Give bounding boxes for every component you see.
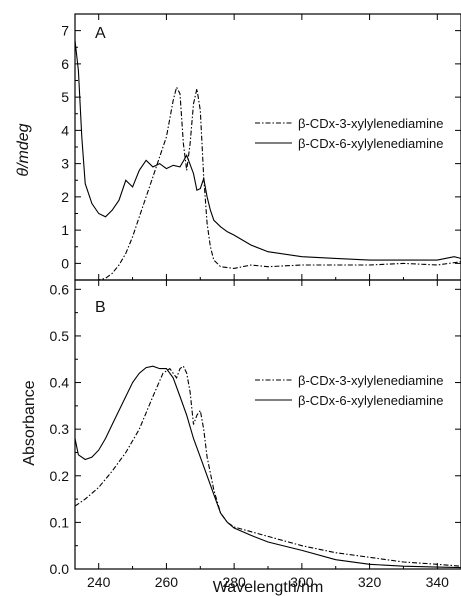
y-tick-label: 0.1 <box>50 514 70 530</box>
panel-a-legend: β-CDx-3-xylylenediamine β-CDx-6-xylylened… <box>255 116 443 151</box>
panel-a-series <box>75 40 461 280</box>
series-line-2 <box>75 365 461 569</box>
panel-b: B 0.0 0.1 0.2 0.3 0.4 0.5 0.6 240 260 280 300 320 3… <box>21 279 461 596</box>
x-tick-label: 300 <box>290 574 314 590</box>
y-tick-label: 0.4 <box>50 375 70 391</box>
series-line-1 <box>96 85 461 280</box>
panel-a-y-ticks: 0 1 2 3 4 5 6 7 <box>61 14 461 280</box>
y-tick-label: 1 <box>61 222 69 238</box>
series-line-2 <box>75 40 461 261</box>
panel-b-y-ticks: 0.0 0.1 0.2 0.3 0.4 0.5 0.6 <box>50 281 461 577</box>
x-tick-label: 240 <box>87 574 111 590</box>
y-tick-label: 0.2 <box>50 468 70 484</box>
y-tick-label: 0.3 <box>50 421 70 437</box>
y-tick-label: 4 <box>61 122 69 138</box>
panel-b-y-axis-title: Absorbance <box>21 380 38 465</box>
panel-b-x-ticks: 240 260 280 300 320 340 <box>87 280 449 590</box>
y-tick-label: 7 <box>61 23 69 39</box>
y-tick-label: 0 <box>61 255 69 271</box>
panel-b-legend: β-CDx-3-xylylenediamine β-CDx-6-xylylened… <box>255 373 443 408</box>
x-tick-label: 260 <box>155 574 179 590</box>
panel-a-label: A <box>95 25 106 42</box>
y-tick-label: 6 <box>61 56 69 72</box>
y-tick-label: 0.0 <box>50 561 70 577</box>
legend-label: β-CDx-3-xylylenediamine <box>298 116 443 131</box>
x-tick-label: 340 <box>426 574 450 590</box>
y-tick-label: 0.5 <box>50 328 70 344</box>
legend-label: β-CDx-6-xylylenediamine <box>298 136 443 151</box>
legend-label: β-CDx-6-xylylenediamine <box>298 393 443 408</box>
x-tick-label: 320 <box>358 574 382 590</box>
y-tick-label: 5 <box>61 89 69 105</box>
panel-b-frame <box>74 279 461 570</box>
legend-label: β-CDx-3-xylylenediamine <box>298 373 443 388</box>
panel-b-x-axis-title: Wavelength/nm <box>213 579 324 596</box>
x-tick-label: 280 <box>222 574 246 590</box>
y-tick-label: 3 <box>61 156 69 172</box>
panel-a-y-axis-title: θ/mdeg <box>15 123 32 176</box>
y-tick-label: 0.6 <box>50 281 70 297</box>
panel-b-label: B <box>95 299 106 316</box>
y-tick-label: 2 <box>61 189 69 205</box>
panel-b-series <box>75 365 461 569</box>
series-line-1 <box>75 365 461 567</box>
